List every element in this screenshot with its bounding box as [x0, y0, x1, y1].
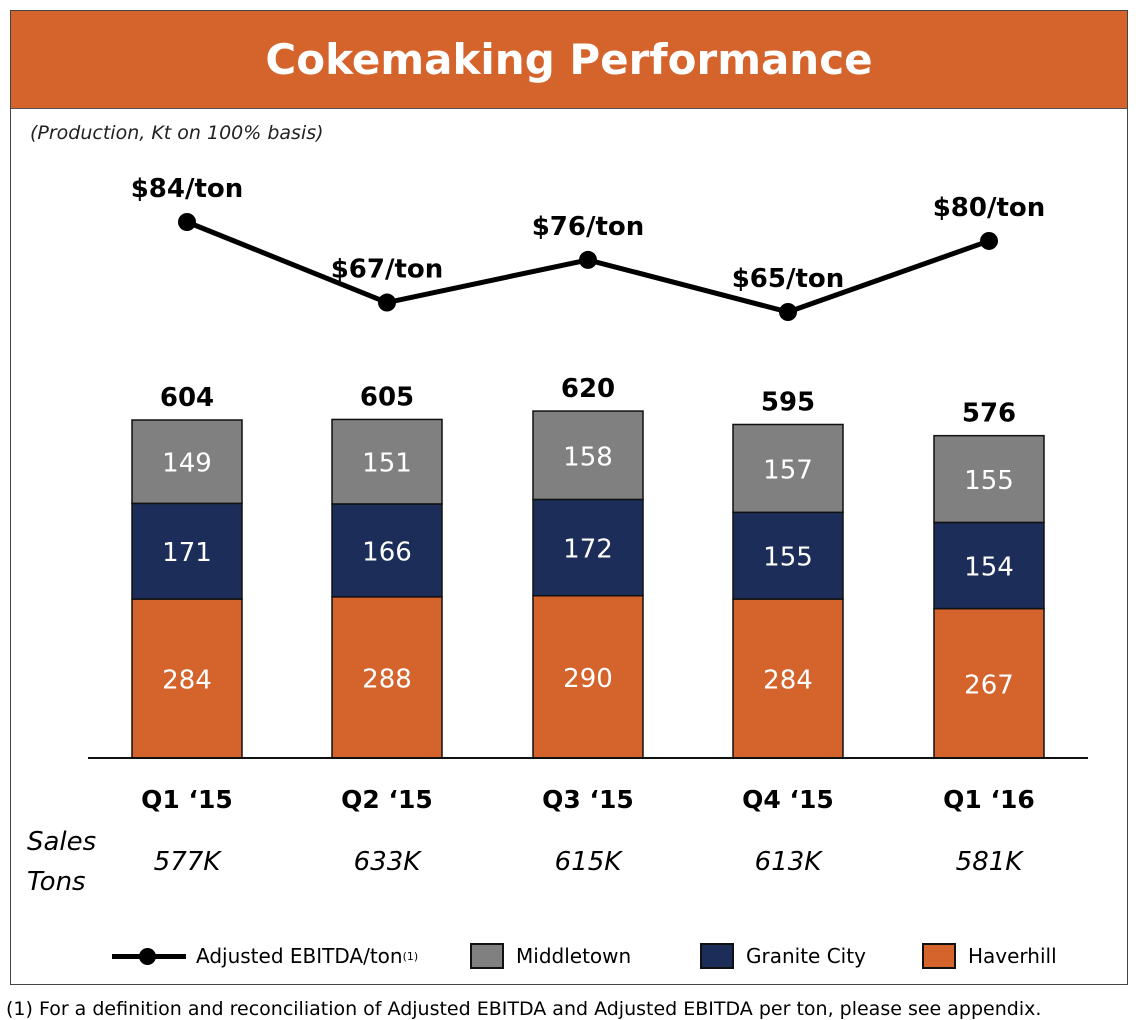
sales-tons-value-2: 633K [354, 847, 423, 877]
legend-swatch-middletown [470, 943, 504, 969]
legend-swatch-granite-city [700, 943, 734, 969]
bar-total-5: 576 [962, 399, 1016, 429]
bar-value-haverhill-3: 290 [563, 664, 613, 694]
legend-label-granite-city: Granite City [746, 944, 866, 968]
legend-line-marker [112, 948, 186, 965]
sales-tons-value-5: 581K [956, 847, 1025, 877]
ebitda-label-5: $80/ton [933, 193, 1046, 223]
legend-label-haverhill: Haverhill [968, 944, 1057, 968]
bar-total-3: 620 [561, 374, 615, 404]
bar-total-4: 595 [761, 387, 815, 417]
ebitda-point-3 [579, 250, 597, 269]
ebitda-point-5 [980, 231, 998, 250]
sales-tons-value-3: 615K [555, 847, 624, 877]
bar-total-2: 605 [360, 382, 414, 412]
bar-granite-city-3 [532, 498, 644, 597]
sales-tons-label: Sales Tons [27, 827, 97, 897]
bar-value-haverhill-4: 284 [763, 666, 813, 696]
legend-label-ebitda: Adjusted EBITDA/ton [196, 944, 403, 968]
ebitda-label-1: $84/ton [131, 174, 244, 204]
sales-tons-value-4: 613K [755, 847, 824, 877]
legend-item-ebitda: Adjusted EBITDA/ton (1) [112, 938, 418, 974]
bar-haverhill-4 [732, 598, 844, 759]
bar-value-haverhill-2: 288 [362, 664, 412, 694]
legend-label-middletown: Middletown [516, 944, 632, 968]
legend-item-granite-city: Granite City [700, 938, 866, 974]
bar-haverhill-5 [933, 607, 1045, 759]
bar-granite-city-4 [732, 511, 844, 600]
x-tick-label-3: Q3 ‘15 [542, 785, 634, 814]
x-tick-label-4: Q4 ‘15 [742, 785, 834, 814]
bar-middletown-1 [131, 419, 243, 505]
x-tick-label-2: Q2 ‘15 [341, 785, 433, 814]
bar-total-1: 604 [160, 383, 214, 413]
ebitda-point-2 [378, 293, 396, 312]
ebitda-label-2: $67/ton [331, 255, 444, 285]
chart-frame [10, 10, 1128, 985]
x-tick-label-1: Q1 ‘15 [141, 785, 233, 814]
legend-superscript: (1) [402, 949, 419, 963]
chart-title: Cokemaking Performance [265, 35, 873, 84]
chart-header: Cokemaking Performance [11, 11, 1127, 109]
legend-item-middletown: Middletown [470, 938, 631, 974]
ebitda-label-3: $76/ton [532, 212, 645, 242]
legend-item-haverhill: Haverhill [922, 938, 1057, 974]
ebitda-point-1 [178, 213, 196, 231]
bar-middletown-5 [933, 434, 1045, 524]
bar-value-haverhill-5: 267 [964, 670, 1014, 700]
bar-value-granite-city-1: 171 [162, 538, 212, 568]
bar-value-middletown-4: 157 [763, 455, 813, 485]
x-tick-label-5: Q1 ‘16 [943, 785, 1035, 814]
bar-value-granite-city-5: 154 [964, 552, 1014, 582]
footnote: (1) For a definition and reconciliation … [6, 998, 1042, 1020]
bar-value-middletown-5: 155 [964, 466, 1014, 496]
bar-value-haverhill-1: 284 [162, 666, 212, 696]
ebitda-point-4 [779, 303, 797, 321]
bar-value-granite-city-4: 155 [763, 543, 813, 573]
legend: Adjusted EBITDA/ton (1) Middletown Granit… [110, 938, 1090, 974]
bar-value-middletown-3: 158 [563, 442, 613, 472]
chart-subtitle: (Production, Kt on 100% basis) [30, 122, 324, 144]
bar-value-granite-city-2: 166 [362, 537, 412, 567]
sales-tons-value-1: 577K [154, 847, 223, 877]
bar-middletown-3 [532, 410, 644, 501]
bar-middletown-2 [331, 418, 443, 505]
bar-value-granite-city-3: 172 [563, 535, 613, 565]
bar-granite-city-5 [933, 521, 1045, 610]
bar-middletown-4 [732, 423, 844, 514]
ebitda-label-4: $65/ton [732, 264, 845, 294]
bar-haverhill-3 [532, 594, 644, 759]
legend-swatch-haverhill [922, 943, 956, 969]
bar-value-middletown-1: 149 [162, 449, 212, 479]
bar-value-middletown-2: 151 [362, 449, 412, 479]
